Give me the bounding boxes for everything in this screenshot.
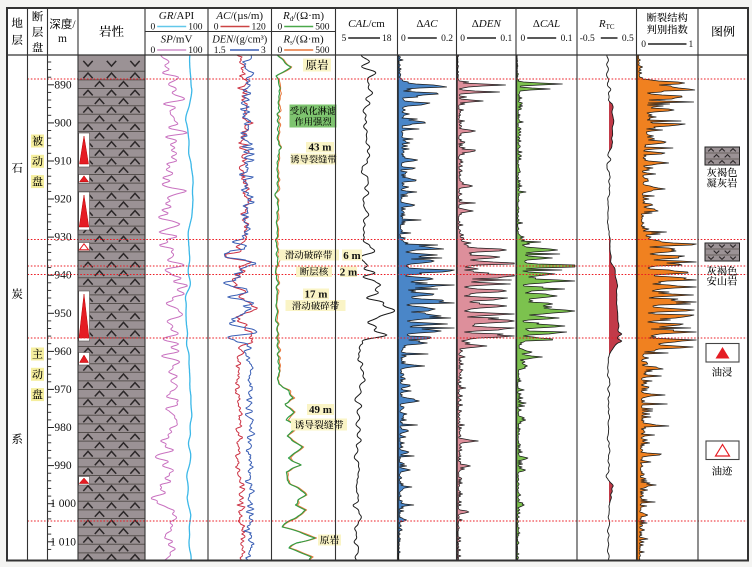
svg-text:深度/: 深度/: [49, 17, 76, 31]
svg-text:RTC: RTC: [598, 18, 615, 31]
svg-text:Rd/(Ω·m): Rd/(Ω·m): [282, 10, 324, 23]
svg-text:5: 5: [342, 34, 347, 44]
svg-text:0: 0: [151, 23, 156, 33]
svg-text:0.2: 0.2: [441, 34, 453, 44]
svg-text:0: 0: [151, 46, 156, 56]
svg-text:120: 120: [252, 23, 267, 33]
svg-text:3: 3: [261, 46, 266, 56]
svg-text:1 000: 1 000: [50, 498, 76, 510]
svg-text:0.1: 0.1: [561, 34, 573, 44]
svg-text:950: 950: [54, 308, 72, 320]
svg-text:0.1: 0.1: [500, 34, 512, 44]
svg-text:930: 930: [54, 232, 72, 244]
svg-text:SP/mV: SP/mV: [161, 34, 193, 46]
svg-text:18: 18: [382, 34, 392, 44]
svg-text:500: 500: [315, 23, 330, 33]
svg-text:0: 0: [460, 34, 465, 44]
svg-text:1 010: 1 010: [50, 536, 76, 548]
svg-text:960: 960: [54, 346, 72, 358]
svg-text:DEN/(g/cm³): DEN/(g/cm³): [211, 35, 268, 46]
svg-text:49 m: 49 m: [309, 404, 332, 416]
svg-text:100: 100: [188, 23, 203, 33]
svg-text:0: 0: [641, 40, 646, 50]
svg-text:CAL/cm: CAL/cm: [348, 18, 385, 30]
svg-text:990: 990: [54, 460, 72, 472]
svg-text:980: 980: [54, 422, 72, 434]
svg-text:Rs/(Ω·m): Rs/(Ω·m): [282, 34, 324, 47]
svg-text:ΔDEN: ΔDEN: [472, 18, 502, 30]
svg-text:1.5: 1.5: [214, 46, 226, 56]
svg-text:940: 940: [54, 270, 72, 282]
svg-text:17 m: 17 m: [305, 289, 328, 301]
svg-text:6 m: 6 m: [343, 250, 360, 262]
svg-text:890: 890: [54, 79, 72, 91]
svg-text:0: 0: [278, 46, 283, 56]
svg-text:ΔAC: ΔAC: [416, 18, 438, 30]
svg-text:100: 100: [188, 46, 203, 56]
svg-text:0: 0: [521, 34, 526, 44]
svg-text:-0.5: -0.5: [580, 34, 595, 44]
svg-text:970: 970: [54, 384, 72, 396]
svg-text:0: 0: [214, 23, 219, 33]
svg-text:0.5: 0.5: [622, 34, 634, 44]
svg-text:m: m: [58, 33, 67, 45]
svg-text:910: 910: [54, 156, 72, 168]
svg-text:ΔCAL: ΔCAL: [533, 18, 560, 30]
svg-text:500: 500: [315, 46, 330, 56]
svg-text:AC/(µs/m): AC/(µs/m): [215, 10, 263, 22]
svg-text:0: 0: [401, 34, 406, 44]
svg-text:2 m: 2 m: [340, 267, 357, 279]
svg-text:1: 1: [689, 40, 694, 50]
svg-text:43 m: 43 m: [309, 142, 332, 154]
svg-text:920: 920: [54, 194, 72, 206]
svg-text:0: 0: [278, 23, 283, 33]
svg-text:GR/API: GR/API: [159, 10, 195, 22]
svg-text:900: 900: [54, 117, 72, 129]
